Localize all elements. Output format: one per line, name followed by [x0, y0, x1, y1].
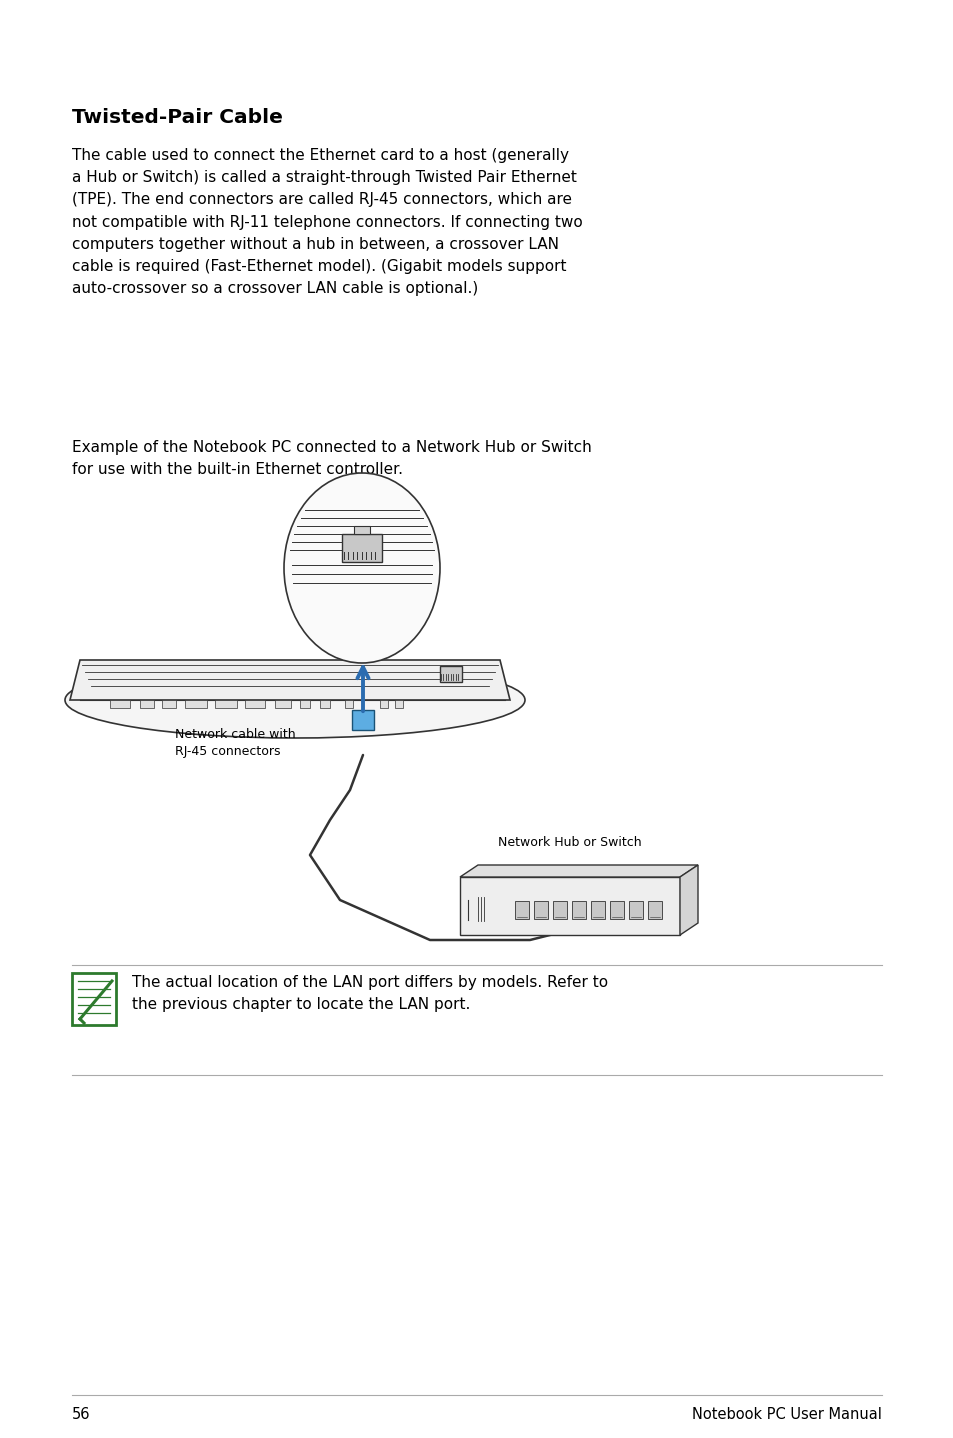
Text: Twisted-Pair Cable: Twisted-Pair Cable	[71, 108, 283, 127]
Bar	[572, 902, 585, 919]
Bar	[515, 902, 529, 919]
Bar	[352, 710, 374, 731]
Bar	[352, 607, 374, 637]
Bar	[299, 700, 310, 707]
Bar	[274, 700, 291, 707]
Polygon shape	[459, 866, 698, 877]
Ellipse shape	[65, 661, 524, 738]
Bar	[245, 700, 265, 707]
Bar	[395, 700, 402, 707]
Bar	[534, 902, 547, 919]
Polygon shape	[679, 866, 698, 935]
Bar	[553, 902, 566, 919]
Text: 56: 56	[71, 1406, 91, 1422]
Ellipse shape	[284, 473, 439, 663]
Bar	[162, 700, 175, 707]
Bar	[140, 700, 153, 707]
Text: The cable used to connect the Ethernet card to a host (generally
a Hub or Switch: The cable used to connect the Ethernet c…	[71, 148, 582, 296]
Bar	[185, 700, 207, 707]
Bar	[345, 700, 353, 707]
Text: Network cable with
RJ-45 connectors: Network cable with RJ-45 connectors	[174, 728, 295, 758]
Bar	[110, 700, 130, 707]
Bar	[319, 700, 330, 707]
Bar	[379, 700, 388, 707]
Text: Notebook PC User Manual: Notebook PC User Manual	[691, 1406, 882, 1422]
Bar	[341, 533, 381, 562]
Bar	[609, 902, 623, 919]
Bar	[590, 902, 604, 919]
Bar	[71, 974, 116, 1025]
Bar	[214, 700, 236, 707]
Bar	[647, 902, 661, 919]
Text: The actual location of the LAN port differs by models. Refer to
the previous cha: The actual location of the LAN port diff…	[132, 975, 607, 1012]
Polygon shape	[70, 660, 510, 700]
Bar	[459, 877, 679, 935]
Text: Example of the Notebook PC connected to a Network Hub or Switch
for use with the: Example of the Notebook PC connected to …	[71, 440, 591, 476]
Bar	[628, 902, 642, 919]
Bar	[354, 526, 370, 533]
Bar	[439, 666, 461, 682]
Text: Network Hub or Switch: Network Hub or Switch	[497, 835, 641, 848]
